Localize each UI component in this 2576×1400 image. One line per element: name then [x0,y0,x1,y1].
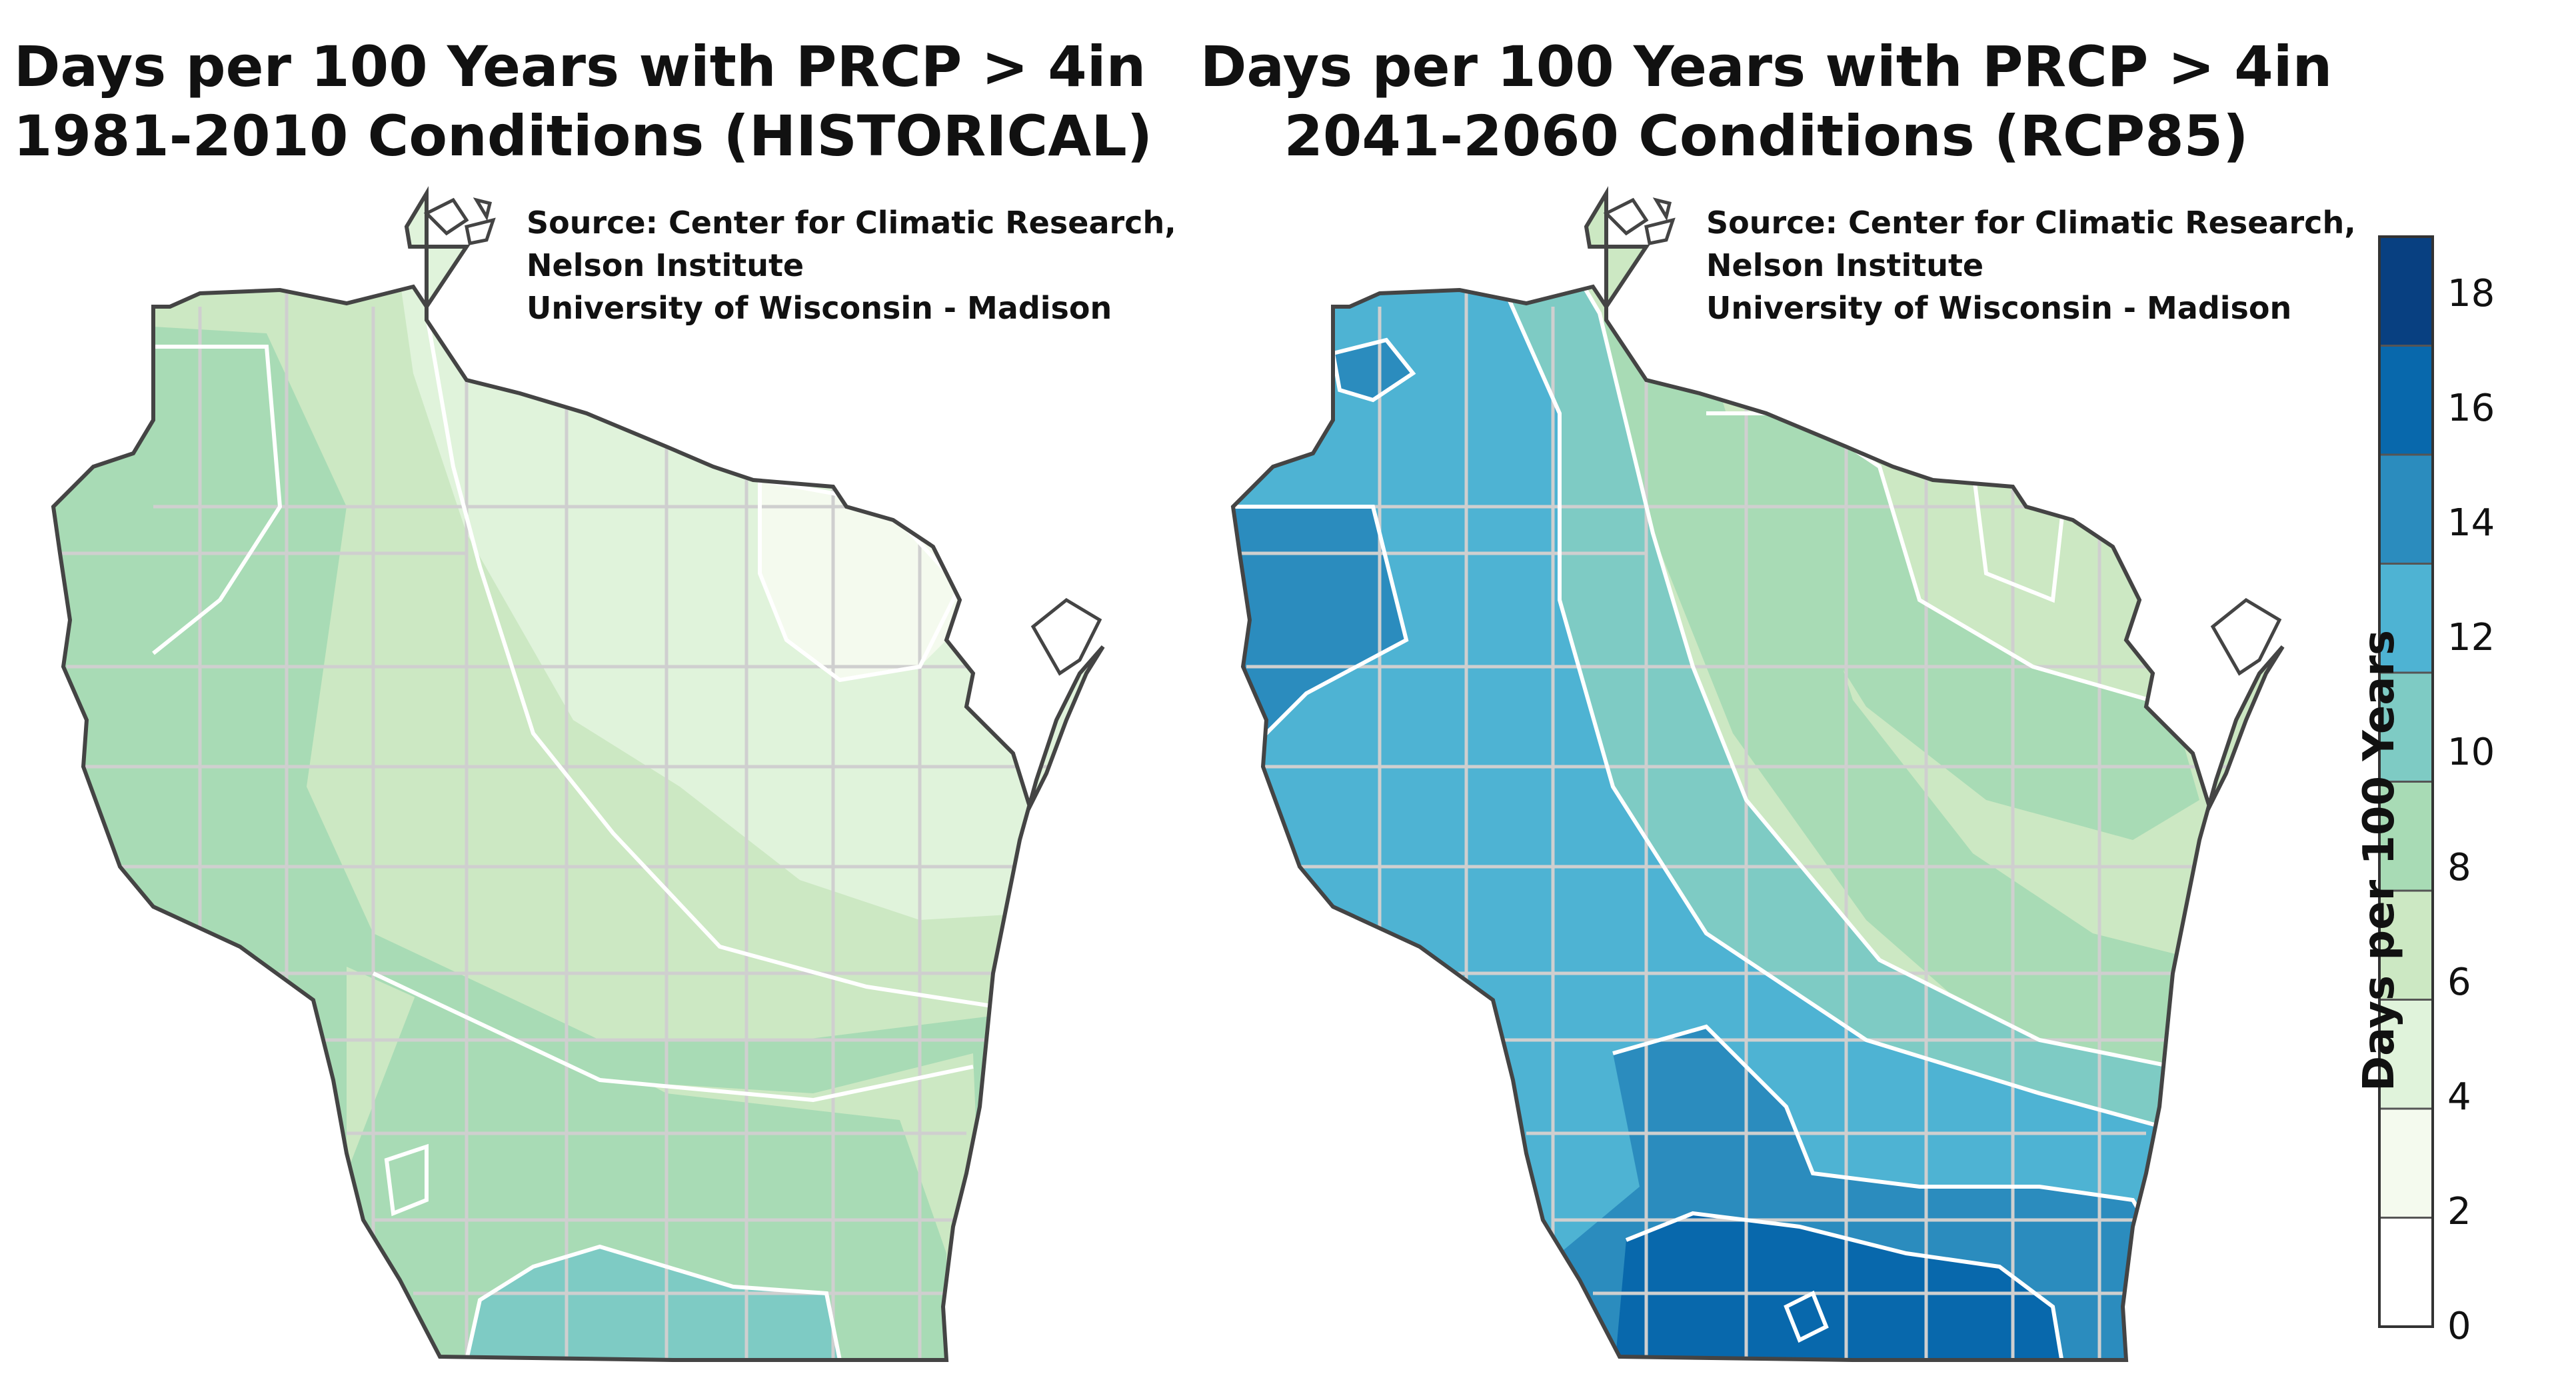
colorbar-tick-label: 8 [2447,845,2471,889]
right-zone-16 [1613,1213,2066,1360]
left-islands [423,197,1102,676]
colorbar-tick-label: 14 [2447,501,2495,545]
colorbar-bin-15-17 [2378,345,2434,456]
colorbar-tick-label: 6 [2447,960,2471,1004]
left-title-line1: Days per 100 Years with PRCP > 4in [13,34,1146,99]
colorbar-tick-label: 16 [2447,387,2495,431]
colorbar-bin-0-1 [2378,1217,2434,1328]
right-title-line2: 2041-2060 Conditions (RCP85) [1284,103,2249,169]
right-title-line1: Days per 100 Years with PRCP > 4in [1200,34,2333,99]
colorbar-frame [2378,235,2434,1328]
left-contours [152,313,1040,1360]
left-source-line2: Nelson Institute [527,247,804,283]
left-map [53,193,1103,1360]
left-zone-8b [347,967,946,1360]
colorbar-bin-1-3 [2378,1107,2434,1219]
right-contours [1233,199,2283,1360]
right-zone-14a [1233,507,1406,760]
left-map-title: Days per 100 Years with PRCP > 4in 1981-… [13,32,1153,171]
colorbar-bin-3-5 [2378,999,2434,1110]
left-title-line2: 1981-2010 Conditions (HISTORICAL) [13,103,1153,169]
right-source-note: Source: Center for Climatic Research, Ne… [1706,201,2356,329]
left-zone-2 [760,480,966,680]
colorbar-bin-13-15 [2378,453,2434,565]
right-county-lines [1233,293,2283,1360]
colorbar-tick-label: 0 [2447,1305,2471,1348]
left-county-lines [53,293,1103,1360]
colorbar-tick-label: 4 [2447,1075,2471,1119]
colorbar-tick-label: 12 [2447,616,2495,660]
left-source-line3: University of Wisconsin - Madison [527,290,1112,326]
colorbar-tick-label: 18 [2447,272,2495,316]
left-source-line1: Source: Center for Climatic Research, [527,205,1176,241]
colorbar-bin-9-11 [2378,671,2434,783]
right-islands [1603,197,2282,676]
colorbar-title: Days per 100 Years [2355,629,2404,1091]
right-source-line2: Nelson Institute [1706,247,1984,283]
colorbar-bin-17-19 [2378,235,2434,347]
right-zone-8b [1706,413,2199,840]
right-map-title: Days per 100 Years with PRCP > 4in 2041-… [1200,32,2333,171]
colorbar-tick-label: 10 [2447,731,2495,775]
right-source-line3: University of Wisconsin - Madison [1706,290,2292,326]
right-source-line1: Source: Center for Climatic Research, [1706,205,2356,241]
right-map [1233,193,2283,1360]
left-source-note: Source: Center for Climatic Research, Ne… [527,201,1176,329]
colorbar [2378,235,2434,1328]
colorbar-tick-label: 2 [2447,1189,2471,1233]
